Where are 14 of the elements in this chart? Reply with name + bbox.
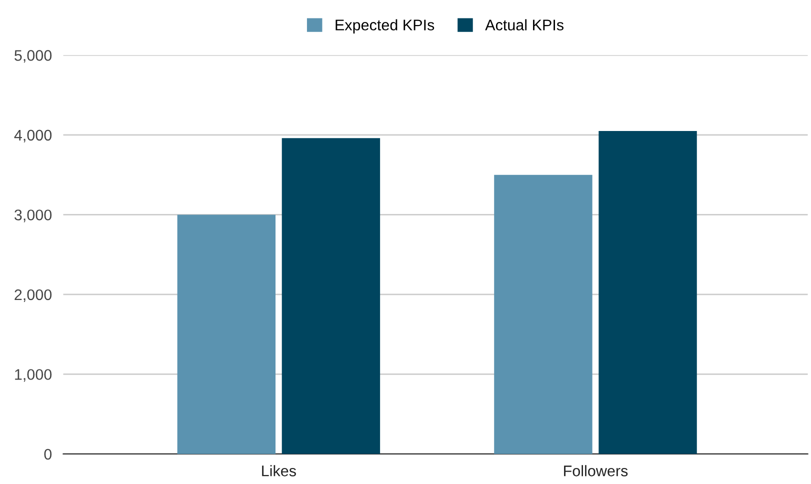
bar [598, 130, 697, 454]
y-tick-label: 1,000 [15, 369, 52, 382]
y-tick-label: 3,000 [14, 210, 52, 222]
bar [177, 214, 276, 454]
bar [494, 174, 592, 454]
x-tick-label: Likes [262, 465, 296, 476]
y-tick-label: 0 [44, 448, 52, 460]
legend-label: Expected KPIs [336, 19, 434, 34]
y-tick-label: 5,000 [14, 50, 52, 63]
legend-label: Actual KPIs [485, 19, 564, 30]
y-tick-label: 4,000 [14, 130, 52, 142]
bar [282, 138, 380, 454]
y-tick-label: 2,000 [14, 289, 52, 302]
x-tick-label: Followers [564, 465, 628, 476]
